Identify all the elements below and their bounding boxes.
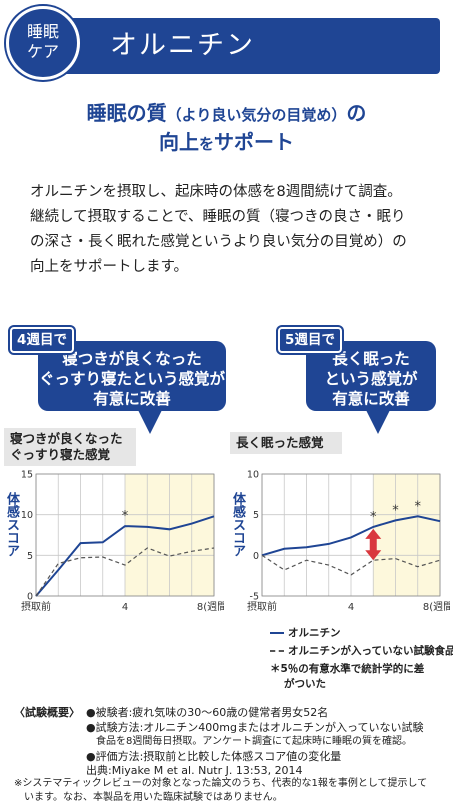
summary-line: ●被験者:疲れ気味の30～60歳の健常者男女52名	[86, 706, 329, 719]
chart1-ylabel: 体感スコア	[4, 492, 19, 557]
callout-left-tag: 4週目で	[10, 327, 74, 353]
legend-solid-label: オルニチン	[288, 627, 341, 639]
chart2-significance-mark: *	[392, 503, 399, 518]
summary-line: ●試験方法:オルニチン400mgまたはオルニチンが入っていない試験	[86, 720, 424, 734]
headline-2c: サポート	[214, 130, 294, 154]
chart2-series-placebo-line	[261, 554, 441, 576]
chart2: -5 0 5 10 摂取前 4 8(週間) * * *	[247, 470, 450, 614]
chart1-ytick-label: 15	[21, 470, 33, 481]
callout-right-tag: 5週目で	[278, 327, 342, 353]
chart1-xtick-label: 摂取前	[21, 600, 51, 613]
headline-line1: 睡眠の質（より良い気分の目覚め）の	[0, 97, 453, 126]
headline-line2: 向上をサポート	[0, 126, 453, 155]
intro-line: 継続して摂取することで、睡眠の質（寝つきの良さ・眠り	[30, 209, 406, 225]
chart2-significance-mark: *	[370, 510, 377, 525]
chart1-xtick-label: 4	[122, 602, 128, 613]
chart1-series-ornithine-line	[35, 515, 215, 597]
chart2-ylabel: 体感スコア	[230, 492, 245, 557]
headline-1a: 睡眠の質	[86, 101, 167, 125]
legend-note: ＊5％の有意水準で統計学的に差 がついた	[270, 662, 450, 692]
callout-left-line3: 有意に改善	[93, 390, 171, 408]
page-title: オルニチン	[110, 30, 255, 61]
headline-2a: 向上	[158, 130, 199, 154]
chart2-xtick-label: 4	[348, 602, 354, 613]
category-badge: 睡眠 ケア	[6, 6, 80, 80]
chart1-label-line2: ぐっすり寝た感覚	[10, 447, 111, 462]
chart1-label: 寝つきが良くなった ぐっすり寝た感覚	[4, 428, 136, 466]
callout-left-line2: ぐっすり寝たという感覚が	[38, 370, 225, 388]
footnote-line: ※システマティックレビューの対象となった論文のうち、代表的な1報を事例として提示…	[14, 778, 428, 789]
chart1-significance-mark: *	[122, 509, 129, 524]
callout-left-line1: 寝つきが良くなった	[62, 350, 202, 368]
chart1-label-line1: 寝つきが良くなった	[10, 431, 123, 446]
footnote: ※システマティックレビューの対象となった論文のうち、代表的な1報を事例として提示…	[14, 777, 446, 805]
chart1-xtick-label: 8(週間)	[197, 601, 224, 613]
legend-dashed-label: オルニチンが入っていない試験食品	[288, 645, 453, 657]
intro-text: オルニチンを摂取し、起床時の体感を8週間続けて調査。 継続して摂取することで、睡…	[30, 180, 435, 280]
legend-dashed: オルニチンが入っていない試験食品	[270, 642, 453, 660]
chart2-difference-arrow	[365, 528, 382, 561]
chart2-xtick-label: 摂取前	[247, 600, 277, 613]
headline-2b: を	[198, 135, 214, 153]
summary-line: ●評価方法:摂取前と比較した体感スコア値の変化量	[86, 749, 342, 763]
chart2-highlight-region	[373, 474, 440, 596]
callout-right-line3: 有意に改善	[332, 390, 410, 408]
chart2-significance-mark: *	[415, 499, 422, 514]
legend-solid-swatch	[270, 632, 284, 634]
chart1-ytick-label: 10	[21, 510, 33, 521]
legend-note-line2: がついた	[284, 678, 326, 690]
legend-note-line1: ＊5％の有意水準で統計学的に差	[270, 663, 425, 675]
intro-line: の深さ・長く眠れた感覚というより良い気分の目覚め）の	[30, 234, 407, 250]
chart2-ytick-label: 0	[253, 551, 259, 562]
chart1-ytick-label: 0	[27, 592, 33, 603]
footnote-line: います。なお、本製品を用いた臨床試験ではありません。	[14, 792, 283, 803]
header-bar	[32, 18, 440, 74]
summary-line: 食品を8週間毎日摂取。アンケート調査にて起床時に睡眠の質を確認。	[86, 736, 412, 747]
legend-solid: オルニチン	[270, 624, 450, 642]
chart2-label: 長く眠った感覚	[230, 432, 342, 454]
summary-line: 出典:Miyake M et al. Nutr J. 13:53, 2014	[86, 764, 303, 777]
chart2-ytick-label: -5	[250, 592, 259, 603]
chart2-ytick-label: 10	[247, 470, 259, 481]
badge-line2: ケア	[26, 42, 59, 61]
chart2-ytick-label: 5	[253, 510, 259, 521]
legend: オルニチン オルニチンが入っていない試験食品 ＊5％の有意水準で統計学的に差 が…	[270, 624, 453, 692]
summary-heading: 〈試験概要〉	[14, 706, 80, 719]
headline-1c: の	[346, 101, 367, 125]
chart1-series-placebo-line	[35, 547, 215, 597]
chart2-label-line1: 長く眠った感覚	[236, 435, 324, 450]
chart1-frame	[35, 473, 215, 597]
summary-body: ●被験者:疲れ気味の30～60歳の健常者男女52名 ●試験方法:オルニチン400…	[86, 706, 446, 779]
badge-line1: 睡眠	[26, 22, 59, 41]
callout-right-line2: という感覚が	[324, 370, 418, 388]
callout-right-pointer	[366, 410, 390, 434]
callout-right-line1: 長く眠った	[332, 350, 410, 368]
chart1-ytick-label: 5	[27, 551, 33, 562]
legend-dashed-swatch	[270, 650, 284, 652]
callout-left-pointer	[138, 410, 162, 434]
chart2-frame	[261, 473, 441, 597]
chart2-series-ornithine-line	[261, 515, 441, 557]
chart1: 0 5 10 15 摂取前 4 8(週間) *	[21, 470, 224, 614]
intro-line: 向上をサポートします。	[30, 259, 189, 275]
headline-1b: （より良い気分の目覚め）	[166, 106, 347, 124]
chart2-xtick-label: 8(週間)	[423, 601, 450, 613]
intro-line: オルニチンを摂取し、起床時の体感を8週間続けて調査。	[30, 184, 402, 200]
